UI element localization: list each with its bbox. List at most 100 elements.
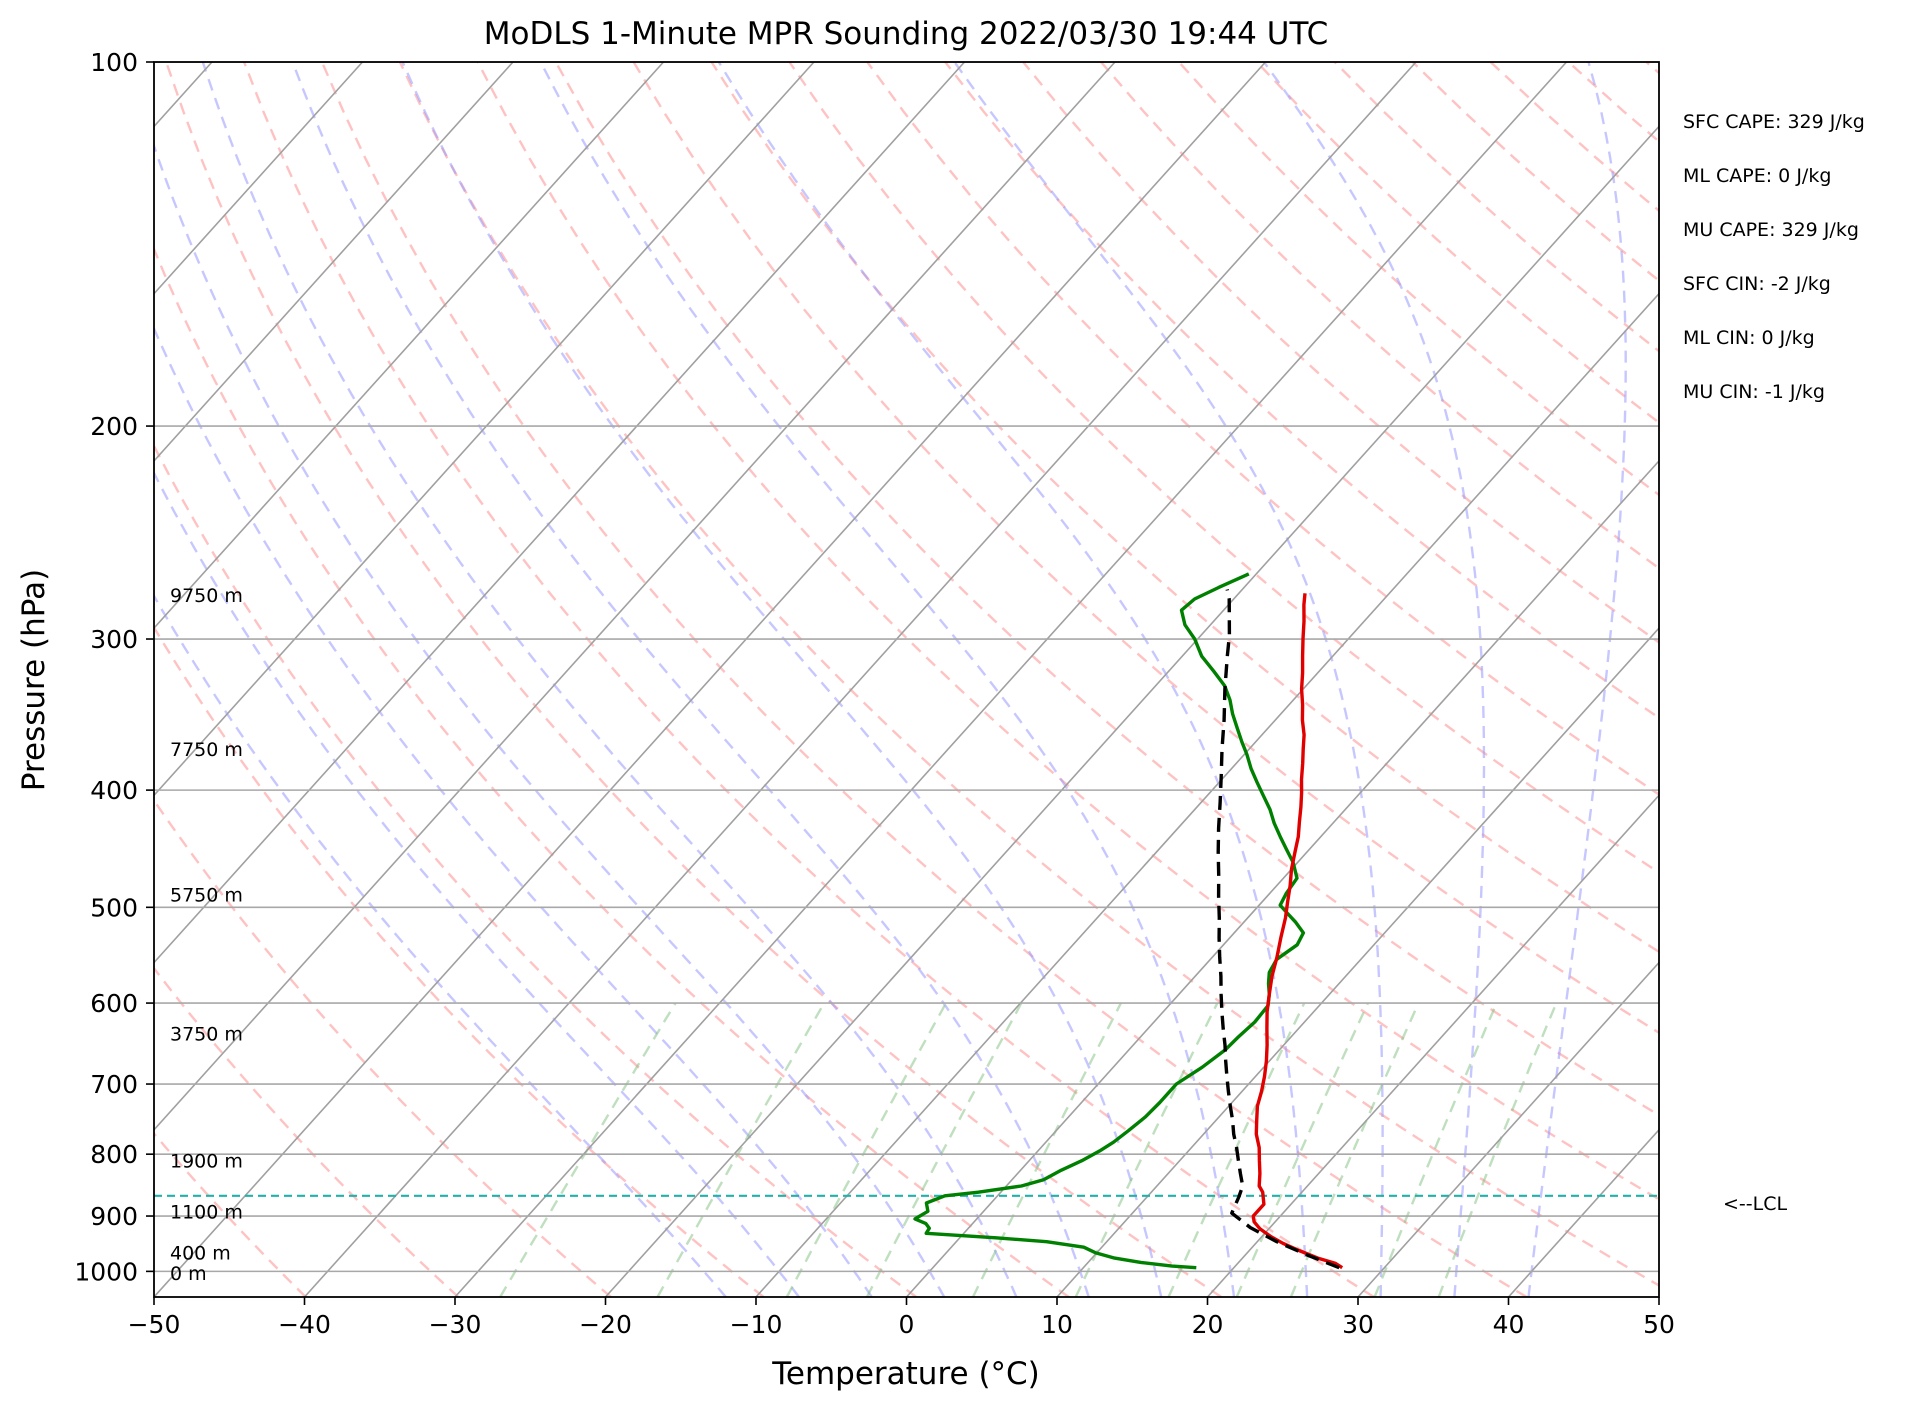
y-tick-label: 800: [90, 1140, 138, 1169]
height-label: 400 m: [170, 1243, 231, 1265]
moist-adiabat: [1527, 62, 1627, 1297]
x-tick-label: 0: [899, 1310, 915, 1339]
height-label: 7750 m: [170, 739, 243, 761]
mixing-ratio-line: [656, 1002, 826, 1297]
y-tick-label: 1000: [74, 1257, 138, 1286]
y-tick-label: 400: [90, 776, 138, 805]
dry-adiabat: [154, 625, 765, 1297]
mixing-ratio-line: [971, 1002, 1122, 1297]
moist-adiabat: [717, 62, 1309, 1297]
mixing-ratio-line: [1074, 1002, 1219, 1297]
dry-adiabat: [1022, 62, 1659, 644]
dry-adiabat: [632, 62, 1659, 1035]
index-label: MU CIN: -1 J/kg: [1683, 381, 1825, 403]
moist-adiabat: [401, 62, 1163, 1297]
isotherm: [303, 62, 1417, 1297]
moist-adiabat: [154, 325, 873, 1297]
dry-adiabat: [154, 246, 1070, 1297]
isotherm: [1056, 626, 1659, 1297]
y-tick-label: 900: [90, 1202, 138, 1231]
mixing-ratio-line: [1289, 1002, 1420, 1297]
height-label: 9750 m: [170, 585, 243, 607]
y-axis-ticks: 100 200 300 400 500 600 700 800 900 1000: [74, 48, 154, 1286]
dry-adiabat: [476, 62, 1659, 1201]
pressure-grid: [154, 62, 1659, 1273]
x-axis-title: Temperature (°C): [771, 1356, 1040, 1392]
isotherm: [154, 62, 966, 964]
index-label: SFC CAPE: 329 J/kg: [1683, 111, 1865, 133]
dry-adiabat: [1100, 62, 1659, 570]
isotherm: [604, 125, 1659, 1297]
mixing-ratio-line: [499, 1002, 677, 1297]
height-label: 3750 m: [170, 1024, 243, 1046]
x-tick-label: 40: [1493, 1310, 1525, 1339]
dry-adiabat: [165, 62, 1223, 1297]
x-tick-label: 30: [1342, 1310, 1374, 1339]
moist-adiabat: [154, 593, 727, 1297]
y-tick-label: 600: [90, 989, 138, 1018]
isotherm: [755, 292, 1659, 1297]
x-tick-label: 20: [1192, 1310, 1224, 1339]
lcl-label: <--LCL: [1723, 1193, 1787, 1215]
mixing-ratio-line: [1373, 1002, 1498, 1297]
x-tick-label: −40: [278, 1310, 331, 1339]
moist-adiabat: [154, 470, 800, 1297]
chart-title: MoDLS 1-Minute MPR Sounding 2022/03/30 1…: [484, 16, 1328, 52]
y-tick-label: 100: [90, 48, 138, 77]
indices-panel: SFC CAPE: 329 J/kg ML CAPE: 0 J/kg MU CAPE…: [1683, 111, 1865, 403]
mixing-ratio-line: [865, 1002, 1023, 1297]
x-tick-label: −30: [429, 1310, 482, 1339]
moist-adiabat: [201, 62, 1018, 1297]
isotherm: [1357, 961, 1659, 1297]
x-tick-label: −10: [730, 1310, 783, 1339]
height-label: 0 m: [170, 1263, 207, 1285]
temperature-line: [1251, 593, 1344, 1270]
mixing-ratio-line: [1167, 1002, 1306, 1297]
y-tick-label: 700: [90, 1070, 138, 1099]
dry-adiabat: [154, 966, 460, 1297]
mixing-ratio-line: [1437, 1002, 1558, 1297]
x-tick-label: −50: [128, 1310, 181, 1339]
height-labels: 9750 m 7750 m 5750 m 3750 m 1900 m 1100 m 400 …: [170, 585, 243, 1285]
dry-adiabat: [154, 798, 612, 1297]
x-axis-ticks: −50 −40 −30 −20 −10 0 10 20 30 40 50: [128, 1297, 1675, 1339]
index-label: SFC CIN: -2 J/kg: [1683, 273, 1831, 295]
index-label: ML CAPE: 0 J/kg: [1683, 165, 1831, 187]
moist-adiabat: [953, 62, 1384, 1297]
isotherm: [1206, 794, 1659, 1297]
isotherm: [454, 62, 1568, 1297]
x-tick-label: −20: [579, 1310, 632, 1339]
isotherm: [154, 62, 514, 463]
height-label: 1900 m: [170, 1151, 243, 1173]
index-label: ML CIN: 0 J/kg: [1683, 327, 1815, 349]
height-label: 1100 m: [170, 1201, 243, 1223]
dry-adiabat: [320, 62, 1528, 1297]
background-lines: [154, 62, 1659, 1297]
isotherm: [905, 459, 1659, 1297]
isotherm: [154, 62, 364, 295]
isotherm: [154, 62, 815, 797]
moist-adiabat: [539, 62, 1236, 1297]
dry-adiabat: [154, 443, 917, 1297]
moist-adiabat: [154, 142, 946, 1297]
isotherm: [154, 62, 1267, 1297]
dry-adiabat: [554, 62, 1659, 1117]
isotherm: [154, 62, 665, 630]
moist-adiabat: [291, 62, 1090, 1297]
dry-adiabat: [242, 62, 1375, 1297]
mixing-ratio-line: [1235, 1002, 1369, 1297]
x-tick-label: 10: [1041, 1310, 1073, 1339]
moist-adiabat: [1263, 62, 1486, 1297]
mixing-ratio-line: [785, 1002, 947, 1297]
height-label: 5750 m: [170, 885, 243, 907]
y-axis-title: Pressure (hPa): [16, 569, 52, 791]
x-tick-label: 50: [1643, 1310, 1675, 1339]
index-label: MU CAPE: 329 J/kg: [1683, 219, 1859, 241]
parcel-line: [1216, 589, 1340, 1270]
isotherm: [154, 62, 1116, 1131]
y-tick-label: 500: [90, 893, 138, 922]
y-tick-label: 300: [90, 625, 138, 654]
dry-adiabat: [944, 62, 1659, 720]
